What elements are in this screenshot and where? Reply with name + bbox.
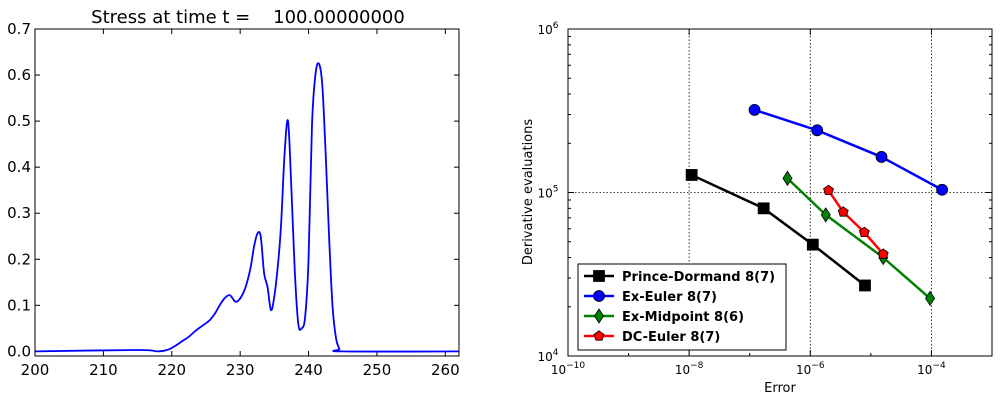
legend-entry: Prince-Dormand 8(7) <box>584 270 775 285</box>
x-tick-label: 10−6 <box>796 361 825 377</box>
legend-entry: Ex-Euler 8(7) <box>584 290 717 305</box>
data-point <box>837 206 849 217</box>
legend-label: Ex-Midpoint 8(6) <box>622 310 744 325</box>
data-point <box>859 279 871 292</box>
data-point <box>748 104 761 116</box>
y-tick-label: 105 <box>537 185 558 201</box>
data-point <box>823 184 834 196</box>
legend-label: DC-Euler 8(7) <box>622 330 720 345</box>
series-line <box>691 173 866 287</box>
data-point <box>782 170 793 187</box>
y-tick-label: 0.4 <box>7 158 31 176</box>
stress-line <box>34 62 460 353</box>
stress-axis-ticks: 200 210 220 230 240 250 260 0.0 0.1 0.2 0.3 0.4 0.5 0… <box>7 20 460 379</box>
legend-marker <box>593 330 605 341</box>
x-tick-label: 10−10 <box>551 361 586 377</box>
series-dc-euler-8-7 <box>823 184 889 259</box>
legend-marker <box>593 290 605 302</box>
y-tick-label: 0.7 <box>7 20 31 38</box>
stress-plot-frame <box>34 28 460 357</box>
series-line <box>786 177 931 300</box>
x-tick-label: 210 <box>89 361 118 379</box>
convergence-x-axis-label: Error <box>764 381 796 396</box>
x-tick-label: 200 <box>21 361 50 379</box>
legend-marker <box>593 270 605 282</box>
legend-label: Prince-Dormand 8(7) <box>622 270 775 285</box>
convergence-series <box>685 104 948 307</box>
x-tick-label: 230 <box>226 361 255 379</box>
data-point <box>925 290 936 307</box>
y-tick-label: 0.0 <box>7 342 31 360</box>
x-tick-label: 250 <box>363 361 392 379</box>
data-point <box>877 248 889 259</box>
data-point <box>875 151 888 163</box>
data-point <box>858 226 870 238</box>
y-tick-label: 106 <box>537 21 558 37</box>
series-prince-dormand-8-7 <box>685 169 871 292</box>
data-point <box>811 124 824 137</box>
legend-label: Ex-Euler 8(7) <box>622 290 717 305</box>
data-point <box>806 238 819 251</box>
x-tick-label: 260 <box>431 361 460 379</box>
legend-entry: DC-Euler 8(7) <box>584 330 720 345</box>
legend: Prince-Dormand 8(7) Ex-Euler 8(7) Ex-Midpo… <box>577 263 787 351</box>
convergence-chart: 10−10 10−8 10−6 10−4 104 105 106 Error Derivat… <box>521 21 993 396</box>
y-tick-label: 0.2 <box>7 250 31 268</box>
y-tick-label: 0.1 <box>7 296 31 314</box>
data-point <box>685 169 698 181</box>
convergence-y-axis-label: Derivative evaluations <box>521 119 536 266</box>
convergence-grid <box>568 29 992 356</box>
y-tick-label: 104 <box>537 348 558 364</box>
stress-chart-title: Stress at time t = 100.00000000 <box>91 7 405 28</box>
data-point <box>820 207 831 223</box>
data-point <box>936 183 948 196</box>
stress-chart: Stress at time t = 100.00000000 200 210 22… <box>7 7 460 379</box>
y-tick-label: 0.5 <box>7 112 31 130</box>
data-point <box>757 202 770 215</box>
series-ex-euler-8-7 <box>748 104 948 196</box>
legend-entries: Prince-Dormand 8(7) Ex-Euler 8(7) Ex-Midpo… <box>584 270 775 345</box>
y-tick-label: 0.6 <box>7 66 31 84</box>
x-tick-label: 10−8 <box>675 361 704 377</box>
series-line <box>754 108 943 191</box>
series-ex-midpoint-8-6 <box>782 170 936 307</box>
legend-marker <box>594 308 604 324</box>
x-tick-label: 10−4 <box>917 361 946 377</box>
x-tick-label: 240 <box>294 361 323 379</box>
convergence-plot-frame <box>567 28 993 357</box>
stress-plot-area <box>35 29 459 356</box>
x-tick-label: 220 <box>157 361 186 379</box>
y-tick-label: 0.3 <box>7 204 31 222</box>
legend-entry: Ex-Midpoint 8(6) <box>584 308 744 325</box>
series-line <box>827 189 885 255</box>
